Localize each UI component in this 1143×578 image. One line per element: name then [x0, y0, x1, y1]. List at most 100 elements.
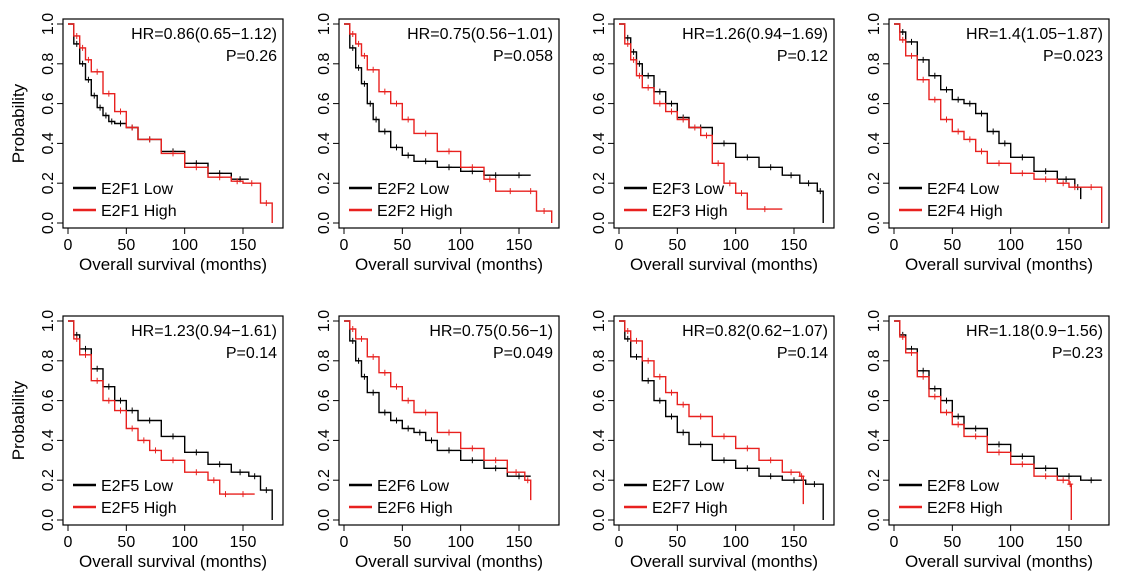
censor-mark: [805, 180, 812, 187]
censor-mark: [422, 158, 429, 165]
censor-mark: [105, 90, 112, 97]
y-tick-label: 0.4: [40, 429, 57, 451]
censor-mark: [117, 397, 124, 404]
censor-mark: [656, 397, 663, 404]
y-tick-label: 0.2: [866, 469, 883, 491]
x-tick-label: 0: [340, 534, 349, 551]
x-tick-label: 0: [890, 237, 899, 254]
y-tick-label: 0.0: [40, 212, 57, 234]
censor-mark: [920, 56, 927, 63]
legend-label: E2F6 Low: [377, 478, 449, 495]
censor-mark: [370, 353, 377, 360]
y-tick-label: 0.0: [40, 509, 57, 531]
censor-mark: [715, 160, 722, 167]
x-tick-label: 50: [943, 534, 961, 551]
legend-label: E2F6 High: [377, 500, 453, 517]
censor-mark: [97, 104, 104, 111]
x-tick-label: 100: [997, 534, 1024, 551]
y-tick-label: 1.0: [591, 310, 608, 332]
survival-panel-7: 0 50 100 150 0.0 0.2 0.4 0.6 0.8 1.0 Overall survi…: [591, 310, 835, 571]
plot-frame: [613, 18, 835, 229]
censor-mark: [703, 132, 710, 139]
censor-mark: [908, 349, 915, 356]
censor-mark: [721, 433, 727, 440]
censor-mark: [744, 465, 751, 472]
censor-mark: [943, 397, 950, 404]
censor-mark: [633, 337, 640, 344]
survival-curve-low: [344, 23, 531, 176]
censor-mark: [972, 425, 979, 432]
censor-mark: [486, 176, 493, 183]
censor-mark: [234, 178, 241, 185]
legend-label: E2F1 High: [101, 203, 177, 220]
x-axis-label: Overall survival (months): [630, 552, 818, 571]
y-tick-label: 0.2: [591, 469, 608, 491]
censor-mark: [105, 397, 112, 404]
censor-mark: [94, 68, 101, 75]
censor-mark: [1019, 170, 1026, 177]
censor-mark: [767, 457, 774, 464]
censor-mark: [624, 327, 631, 334]
y-tick-label: 0.8: [40, 350, 57, 372]
censor-mark: [656, 373, 663, 380]
censor-mark: [931, 385, 938, 392]
censor-mark: [349, 337, 356, 344]
censor-mark: [492, 457, 499, 464]
y-tick-label: 1.0: [40, 310, 57, 332]
censor-mark: [85, 56, 92, 63]
y-tick-label: 0.6: [591, 92, 608, 114]
censor-mark: [446, 164, 452, 171]
x-axis-label: Overall survival (months): [79, 255, 267, 274]
survival-panel-3: 0 50 100 150 0.0 0.2 0.4 0.6 0.8 1.0 Overall survi…: [591, 13, 835, 274]
x-tick-label: 50: [668, 534, 686, 551]
censor-mark: [656, 88, 663, 95]
censor-mark: [738, 190, 745, 197]
survival-panel-2: 0 50 100 150 0.0 0.2 0.4 0.6 0.8 1.0 Overall survi…: [316, 13, 560, 274]
p-value-text: P=0.23: [1052, 345, 1103, 362]
hazard-ratio-text: HR=1.23(0.94−1.61): [131, 323, 277, 340]
censor-mark: [446, 148, 452, 155]
x-tick-label: 150: [230, 534, 257, 551]
censor-mark: [1060, 180, 1067, 187]
x-tick-label: 0: [890, 534, 899, 551]
x-tick-label: 150: [781, 237, 808, 254]
y-tick-label: 0.0: [866, 509, 883, 531]
censor-mark: [788, 172, 795, 179]
censor-mark: [721, 457, 727, 464]
censor-mark: [691, 124, 698, 131]
x-tick-label: 150: [1056, 534, 1083, 551]
hazard-ratio-text: HR=0.75(0.56−1.01): [407, 26, 553, 43]
censor-mark: [899, 333, 906, 340]
x-tick-label: 100: [171, 534, 198, 551]
censor-mark: [240, 491, 246, 498]
censor-mark: [85, 76, 92, 83]
y-tick-label: 1.0: [316, 310, 333, 332]
censor-mark: [216, 174, 223, 181]
censor-mark: [645, 84, 652, 91]
x-tick-label: 100: [447, 237, 474, 254]
p-value-text: P=0.26: [226, 48, 277, 65]
survival-panel-4: 0 50 100 150 0.0 0.2 0.4 0.6 0.8 1.0 Overall survi…: [866, 13, 1110, 274]
x-tick-label: 50: [668, 237, 686, 254]
censor-mark: [1060, 477, 1067, 484]
x-axis-label: Overall survival (months): [905, 552, 1093, 571]
censor-mark: [361, 373, 368, 380]
x-tick-label: 50: [117, 237, 135, 254]
censor-mark: [393, 417, 400, 424]
censor-mark: [955, 96, 962, 103]
censor-mark: [966, 100, 973, 107]
plot-frame: [613, 315, 835, 526]
censor-mark: [422, 409, 429, 416]
hazard-ratio-text: HR=1.26(0.94−1.69): [682, 26, 828, 43]
censor-mark: [146, 417, 153, 424]
censor-mark: [361, 80, 368, 87]
censor-mark: [108, 118, 115, 125]
censor-mark: [405, 425, 412, 432]
censor-mark: [697, 441, 704, 448]
censor-mark: [405, 116, 412, 123]
censor-mark: [630, 48, 637, 55]
censor-mark: [624, 335, 631, 342]
censor-mark: [931, 393, 938, 400]
censor-mark: [492, 465, 499, 472]
